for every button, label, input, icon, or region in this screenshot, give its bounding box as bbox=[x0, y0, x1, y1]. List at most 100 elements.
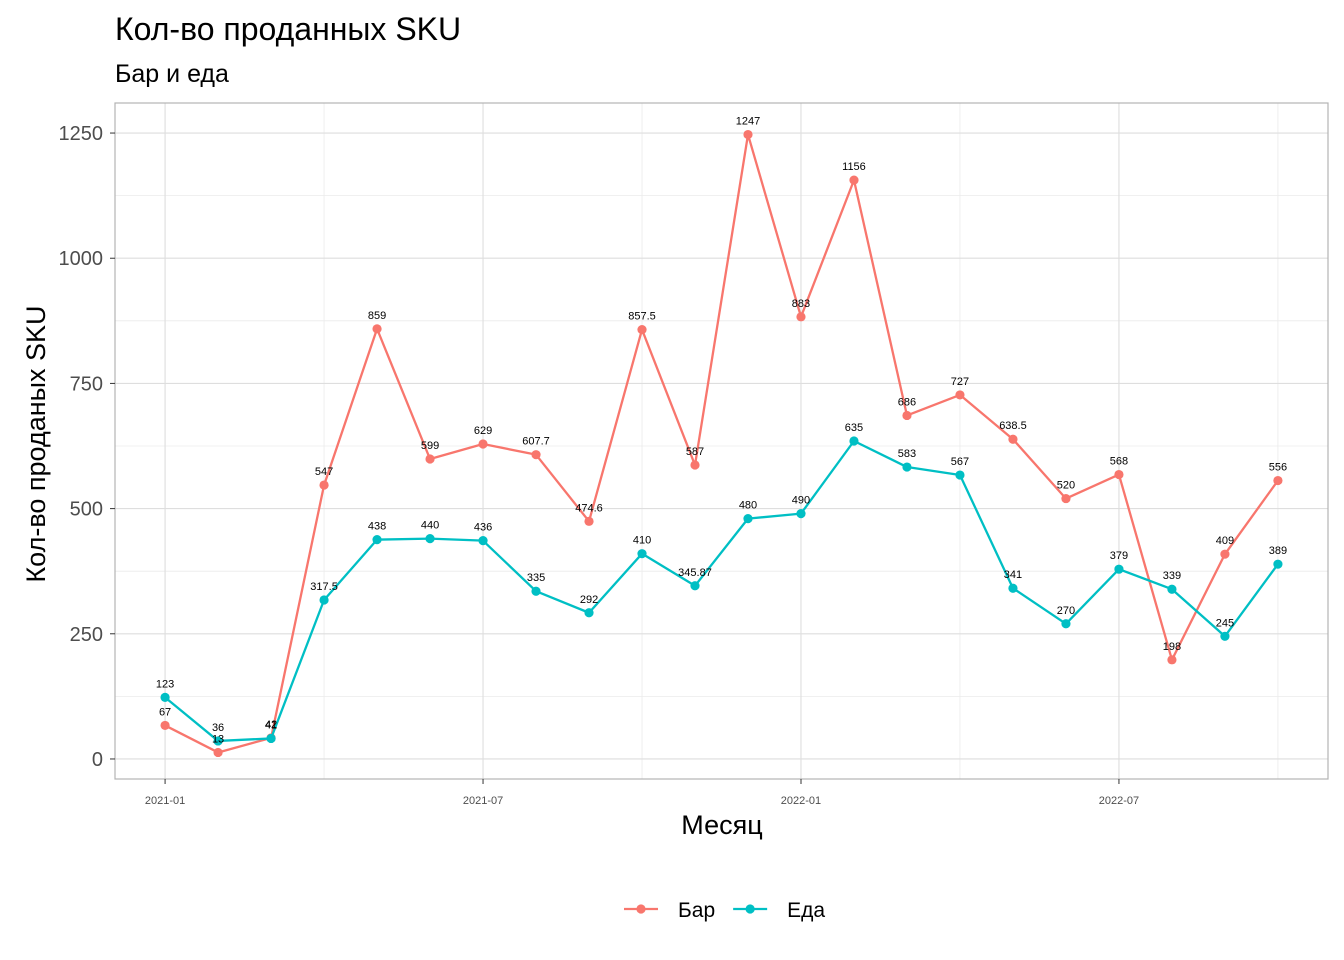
y-tick-label: 500 bbox=[70, 499, 103, 521]
data-point bbox=[1167, 584, 1177, 594]
data-point bbox=[902, 410, 912, 421]
data-label: 198 bbox=[1163, 641, 1181, 653]
data-label: 335 bbox=[527, 572, 545, 584]
legend: Бар Еда bbox=[624, 899, 825, 922]
series-line-1 bbox=[164, 439, 1279, 743]
data-label: 67 bbox=[159, 706, 171, 718]
data-label: 859 bbox=[368, 310, 386, 322]
data-label: 345.87 bbox=[678, 567, 712, 579]
data-label: 317.5 bbox=[310, 581, 338, 593]
data-point bbox=[1008, 434, 1018, 444]
grid bbox=[115, 103, 1328, 779]
chart-title: Кол-во проданных SKU bbox=[115, 11, 461, 47]
y-tick-label: 250 bbox=[70, 624, 103, 646]
data-label: 389 bbox=[1269, 545, 1287, 557]
y-axis-title: Кол-во проданых SKU bbox=[21, 305, 51, 582]
legend-label: Еда bbox=[787, 899, 825, 922]
x-axis-title: Месяц bbox=[681, 810, 762, 840]
data-label: 883 bbox=[792, 298, 810, 310]
data-label: 686 bbox=[898, 396, 916, 408]
data-label: 490 bbox=[792, 495, 810, 507]
data-label: 440 bbox=[421, 520, 439, 532]
data-label: 857.5 bbox=[628, 311, 656, 323]
data-point bbox=[1167, 655, 1177, 665]
data-point bbox=[319, 480, 329, 490]
data-label: 36 bbox=[212, 722, 224, 734]
data-label: 599 bbox=[421, 440, 439, 452]
data-point bbox=[955, 470, 965, 480]
data-label: 629 bbox=[474, 425, 492, 437]
data-point bbox=[584, 608, 594, 618]
data-point bbox=[690, 460, 700, 470]
data-label: 1247 bbox=[736, 116, 760, 128]
data-point bbox=[213, 747, 223, 758]
data-label: 638.5 bbox=[999, 420, 1027, 432]
data-label: 42 bbox=[265, 719, 277, 731]
legend-key-point bbox=[745, 904, 755, 914]
data-point bbox=[531, 586, 541, 596]
data-label: 568 bbox=[1110, 456, 1128, 468]
series bbox=[160, 129, 1283, 758]
y-tick-label: 1000 bbox=[59, 248, 104, 270]
data-point bbox=[213, 736, 223, 746]
legend-label: Бар bbox=[678, 899, 715, 922]
data-point bbox=[955, 390, 965, 400]
data-label: 339 bbox=[1163, 570, 1181, 582]
data-point bbox=[1061, 619, 1071, 629]
data-point bbox=[1114, 469, 1124, 480]
data-label: 436 bbox=[474, 522, 492, 534]
data-point bbox=[425, 454, 435, 464]
data-point bbox=[372, 324, 382, 334]
data-label: 567 bbox=[951, 456, 969, 468]
data-point bbox=[478, 536, 488, 546]
data-point bbox=[1008, 583, 1018, 593]
data-label: 438 bbox=[368, 521, 386, 533]
data-point bbox=[1220, 631, 1230, 641]
data-label: 607.7 bbox=[522, 436, 550, 448]
x-tick-label: 2021-07 bbox=[463, 795, 503, 807]
data-label: 727 bbox=[951, 376, 969, 388]
data-point bbox=[1273, 475, 1283, 486]
chart-subtitle: Бар и еда bbox=[115, 60, 229, 88]
data-point bbox=[849, 436, 859, 446]
data-label: 583 bbox=[898, 448, 916, 460]
data-point bbox=[372, 535, 382, 545]
data-label: 1156 bbox=[842, 161, 866, 173]
data-point bbox=[266, 733, 276, 744]
data-point bbox=[796, 312, 806, 322]
data-label: 41 bbox=[265, 719, 277, 731]
data-label: 410 bbox=[633, 535, 651, 547]
data-point bbox=[637, 549, 647, 559]
data-label: 13 bbox=[212, 733, 224, 745]
data-point bbox=[478, 439, 488, 449]
y-tick-label: 750 bbox=[70, 373, 103, 395]
y-tick-label: 1250 bbox=[59, 123, 104, 145]
data-point bbox=[849, 175, 859, 185]
data-point bbox=[743, 514, 753, 524]
data-point bbox=[1273, 559, 1283, 569]
data-label: 341 bbox=[1004, 569, 1022, 581]
data-label: 635 bbox=[845, 422, 863, 434]
data-point bbox=[637, 324, 647, 335]
y-tick-label: 0 bbox=[92, 749, 103, 771]
data-label: 409 bbox=[1216, 535, 1234, 547]
data-point bbox=[1220, 549, 1230, 559]
axes: 0 250 500 750 1000 1250 2021-01 2021-07 2022-01 2… bbox=[59, 123, 1140, 807]
data-point bbox=[796, 509, 806, 519]
data-label: 480 bbox=[739, 500, 757, 512]
data-point bbox=[584, 516, 594, 526]
data-point bbox=[425, 534, 435, 544]
data-point bbox=[743, 129, 753, 140]
data-label: 123 bbox=[156, 678, 174, 690]
x-tick-label: 2022-01 bbox=[781, 795, 821, 807]
data-label: 547 bbox=[315, 466, 333, 478]
data-label: 292 bbox=[580, 594, 598, 606]
x-tick-label: 2021-01 bbox=[145, 795, 185, 807]
data-label: 245 bbox=[1216, 617, 1234, 629]
series-line-0 bbox=[164, 133, 1279, 754]
legend-key-point bbox=[636, 904, 646, 914]
data-point bbox=[902, 462, 912, 472]
data-label: 556 bbox=[1269, 462, 1287, 474]
x-tick-label: 2022-07 bbox=[1099, 795, 1139, 807]
